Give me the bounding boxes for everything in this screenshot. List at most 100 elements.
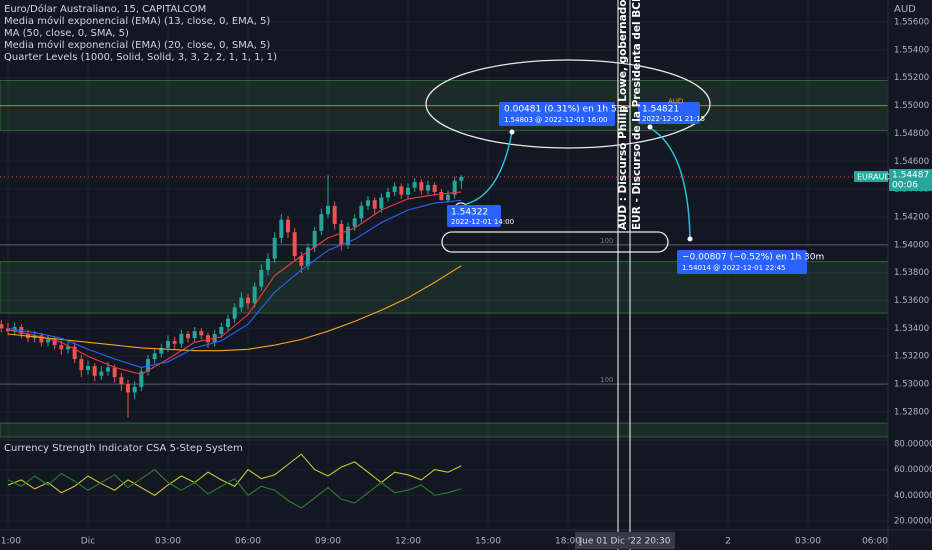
indicator-line [7, 453, 462, 496]
x-tick-label: 2 [725, 537, 731, 547]
dot [647, 124, 653, 130]
candle-body [226, 318, 230, 328]
measure-text: 0.00481 (0.31%) en 1h 55m [504, 105, 631, 115]
x-tick-label: Dic [81, 537, 95, 547]
price-text: 2022-12-01 14:00 [451, 218, 514, 226]
arrow [465, 131, 513, 205]
candle-body [179, 333, 184, 344]
candle-body [392, 186, 397, 192]
candle-body [0, 324, 4, 329]
candle-body [286, 219, 290, 233]
chart-title: Euro/Dólar Australiano, 15, CAPITALCOM [4, 3, 206, 15]
y-tick-label: 1.55400 [894, 45, 929, 55]
event-label: AUD : Discurso Philip Lowe, gobernador d… [617, 0, 629, 230]
candle-body [246, 297, 250, 304]
y-tick-label: 1.52800 [894, 407, 929, 417]
candle-body [339, 223, 344, 245]
candle-body [252, 286, 257, 304]
dot [509, 129, 515, 135]
symbol-label: EURAUD [857, 173, 891, 182]
x-tick-label: 06:00 [862, 537, 888, 547]
measure-box [499, 102, 615, 126]
crosshair-tag [575, 532, 675, 549]
countdown-label: 00:06 [892, 181, 918, 191]
legend-entry: Quarter Levels (1000, Solid, Solid, 3, 3… [4, 52, 277, 63]
y-tick-label: 1.54800 [894, 129, 929, 139]
crosshair-label: Jue 01 Dic '22 20:30 [578, 537, 670, 547]
price-text: 2022-12-01 21:15 [642, 115, 705, 123]
legend-entry: MA (50, close, 0, SMA, 5) [4, 28, 129, 39]
indicator-line [7, 468, 462, 509]
candle-body [166, 340, 170, 348]
candle-body [379, 197, 384, 209]
candle-body [119, 377, 124, 385]
level-label: 100 [600, 376, 613, 384]
candle-body [219, 327, 224, 334]
candle-body [432, 184, 437, 192]
indicator-title: Currency Strength Indicator CSA 5-Step S… [4, 443, 243, 454]
candle-body [99, 371, 104, 376]
candle-body [59, 345, 64, 350]
measure-text: −0.00807 (−0.52%) en 1h 30m [682, 253, 824, 263]
candle-body [272, 237, 277, 259]
ma-line [7, 191, 462, 375]
y-tick-label: 1.54000 [894, 240, 929, 250]
candle-body [399, 186, 404, 195]
candle-body [199, 331, 204, 336]
x-tick-label: 03:00 [155, 537, 181, 547]
candle-body [192, 331, 197, 339]
candle-body [139, 371, 144, 387]
candle-body [52, 339, 57, 346]
candle-body [46, 339, 50, 343]
candle-body [132, 386, 137, 393]
price-text: 1.54322 [451, 208, 488, 218]
candle-body [172, 340, 177, 344]
last-price-label: 1.54487 [892, 171, 929, 181]
candle-body [279, 219, 284, 238]
x-tick-label: 09:00 [315, 537, 341, 547]
measure-text: 1.54803 @ 2022-12-01 16:00 [504, 116, 607, 124]
candle-body [419, 182, 424, 191]
candle-body [266, 258, 270, 270]
y-tick-label: 60.00000 [894, 465, 932, 475]
price-box [447, 205, 501, 227]
candle-body [366, 200, 370, 206]
candle-body [86, 365, 90, 371]
measure-text: 1.54014 @ 2022-12-01 22:45 [682, 264, 785, 272]
x-tick-label: 03:00 [795, 537, 821, 547]
candle-body [312, 230, 317, 248]
price-box [638, 102, 700, 124]
candle-body [126, 384, 130, 393]
labels: Euro/Dólar Australiano, 15, CAPITALCOM Q… [0, 3, 932, 549]
y-tick-label: 1.55200 [894, 73, 929, 83]
candle-body [106, 367, 110, 372]
y-tick-label: 1.53200 [894, 352, 929, 362]
y-tick-label: 1.55000 [894, 101, 929, 111]
candle-body [79, 359, 84, 371]
highlight-ellipse [441, 231, 669, 253]
candle-body [239, 297, 244, 308]
highlight-ellipse [425, 59, 711, 149]
candle-body [6, 328, 10, 332]
x-tick-label: 18:00 [555, 537, 581, 547]
last-price-tag [889, 169, 932, 192]
y-tick-label: 40.00000 [894, 491, 932, 501]
legend-entry: Media móvil exponencial (EMA) (20, close… [4, 39, 270, 51]
legend-entry: Media móvil exponencial (EMA) (13, close… [4, 15, 270, 27]
candle-body [412, 182, 417, 188]
symbol-tag [854, 171, 888, 182]
candle-body [359, 205, 364, 219]
candle-body [459, 177, 464, 181]
measure-box [677, 250, 807, 274]
candle-body [406, 187, 410, 195]
candle-body [372, 200, 377, 209]
price-text: 1.54821 [642, 105, 679, 115]
y-tick-label: 1.54600 [894, 157, 929, 167]
y-tick-label: 1.53000 [894, 380, 929, 390]
x-tick-label: 12:00 [395, 537, 421, 547]
candle-body [159, 347, 164, 354]
dot [687, 236, 693, 242]
candle-body [306, 247, 310, 266]
